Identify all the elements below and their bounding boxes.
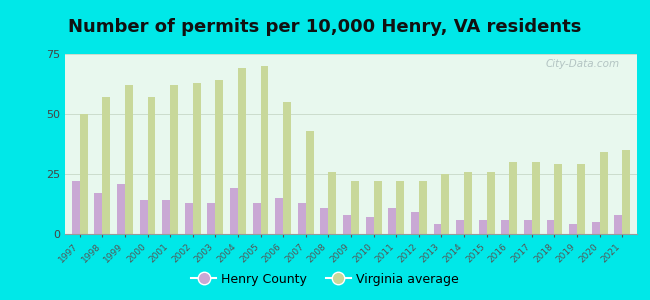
Bar bbox=[320, 208, 328, 234]
Text: Number of permits per 10,000 Henry, VA residents: Number of permits per 10,000 Henry, VA r… bbox=[68, 18, 582, 36]
Bar bbox=[479, 220, 487, 234]
Bar bbox=[396, 181, 404, 234]
Bar bbox=[388, 208, 396, 234]
Bar bbox=[577, 164, 585, 234]
Bar bbox=[366, 217, 374, 234]
Bar bbox=[207, 203, 215, 234]
Bar bbox=[80, 114, 88, 234]
Bar bbox=[434, 224, 441, 234]
Bar bbox=[487, 172, 495, 234]
Bar bbox=[374, 181, 382, 234]
Bar bbox=[622, 150, 630, 234]
Bar bbox=[464, 172, 472, 234]
Bar bbox=[328, 172, 336, 234]
Bar bbox=[456, 220, 464, 234]
Bar bbox=[148, 97, 155, 234]
Bar bbox=[592, 222, 600, 234]
Bar bbox=[509, 162, 517, 234]
Bar bbox=[569, 224, 577, 234]
Bar bbox=[554, 164, 562, 234]
Bar bbox=[94, 193, 102, 234]
Bar bbox=[411, 212, 419, 234]
Bar bbox=[283, 102, 291, 234]
Bar bbox=[102, 97, 110, 234]
Bar bbox=[441, 174, 449, 234]
Bar bbox=[501, 220, 509, 234]
Bar bbox=[419, 181, 427, 234]
Bar bbox=[343, 215, 351, 234]
Bar bbox=[72, 181, 80, 234]
Bar bbox=[306, 131, 314, 234]
Text: City-Data.com: City-Data.com bbox=[546, 59, 620, 69]
Bar bbox=[261, 66, 268, 234]
Bar bbox=[253, 203, 261, 234]
Bar bbox=[170, 85, 178, 234]
Bar bbox=[162, 200, 170, 234]
Legend: Henry County, Virginia average: Henry County, Virginia average bbox=[187, 268, 463, 291]
Bar bbox=[600, 152, 608, 234]
Bar bbox=[193, 83, 201, 234]
Bar bbox=[238, 68, 246, 234]
Bar bbox=[215, 80, 223, 234]
Bar bbox=[524, 220, 532, 234]
Bar bbox=[140, 200, 148, 234]
Bar bbox=[351, 181, 359, 234]
Bar bbox=[275, 198, 283, 234]
Bar bbox=[185, 203, 193, 234]
Bar bbox=[532, 162, 539, 234]
Bar bbox=[230, 188, 238, 234]
Bar bbox=[125, 85, 133, 234]
Bar bbox=[614, 215, 622, 234]
Bar bbox=[547, 220, 554, 234]
Bar bbox=[117, 184, 125, 234]
Bar bbox=[298, 203, 305, 234]
